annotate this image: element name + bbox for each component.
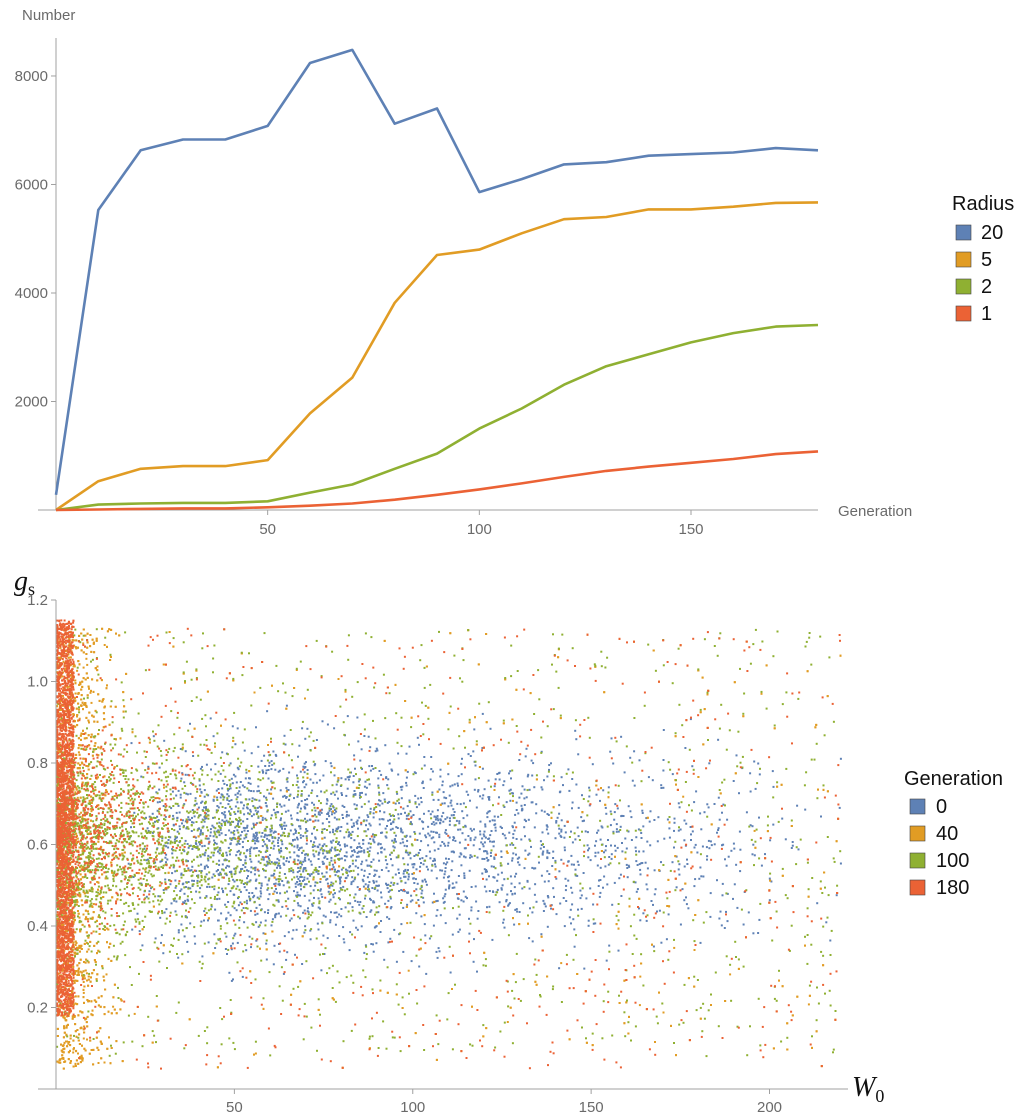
x-axis-title: Generation — [838, 503, 912, 520]
scatter-series-generation-40 — [56, 627, 842, 1070]
legend-entry: 1 — [981, 303, 992, 325]
x-tick-label: 100 — [467, 521, 492, 538]
legend-swatch — [909, 825, 926, 842]
legend-title: Radius — [952, 193, 1014, 215]
x-tick-label: 150 — [579, 1099, 604, 1115]
series-line-radius-1 — [55, 450, 819, 512]
y-axis-title: Number — [22, 7, 75, 24]
legend-swatch — [955, 251, 972, 268]
y-tick-label: 0.4 — [27, 918, 48, 935]
y-tick-label: 0.6 — [27, 837, 48, 854]
scatter-points — [56, 619, 842, 1070]
y-tick-label: 4000 — [15, 285, 48, 302]
y-tick-label: 1.0 — [27, 674, 48, 691]
y-tick-label: 1.2 — [27, 592, 48, 609]
legend-swatch — [909, 798, 926, 815]
x-tick-label: 200 — [757, 1099, 782, 1115]
x-tick-label: 150 — [678, 521, 703, 538]
legend: Radius 20 5 2 1 — [952, 193, 1014, 325]
legend-swatch — [909, 852, 926, 869]
scatter-series-generation-180 — [56, 619, 841, 1070]
legend-swatch — [955, 278, 972, 295]
y-tick-label: 0.2 — [27, 1000, 48, 1017]
legend-entry: 20 — [981, 222, 1003, 244]
y-axis-title: gs — [14, 566, 35, 599]
legend: Generation 0 40 100 180 — [904, 768, 1003, 899]
series-line-radius-2 — [55, 323, 819, 512]
legend-swatch — [955, 305, 972, 322]
legend-entry: 5 — [981, 249, 992, 271]
series-lines — [54, 48, 819, 512]
y-tick-label: 8000 — [15, 68, 48, 85]
legend-title: Generation — [904, 768, 1003, 790]
scatter-series-generation-0 — [127, 704, 842, 982]
y-tick-label: 0.8 — [27, 755, 48, 772]
series-line-radius-20 — [54, 48, 819, 495]
axes: 50 100 150 2000 4000 6000 8000 — [15, 38, 818, 538]
x-tick-label: 50 — [226, 1099, 243, 1115]
legend-entry: 180 — [936, 877, 969, 899]
line-chart: Number Generation 50 100 150 2000 4000 6000 80… — [15, 7, 1015, 538]
legend-swatch — [955, 224, 972, 241]
legend-entry: 100 — [936, 850, 969, 872]
y-tick-label: 6000 — [15, 176, 48, 193]
legend-entry: 2 — [981, 276, 992, 298]
x-tick-label: 100 — [400, 1099, 425, 1115]
y-tick-label: 2000 — [15, 393, 48, 410]
legend-swatch — [909, 879, 926, 896]
axes: 50 100 150 200 0.2 0.4 0.6 0.8 1.0 1.2 — [27, 592, 848, 1115]
x-axis-title: W0 — [852, 1072, 884, 1106]
x-tick-label: 50 — [259, 521, 276, 538]
scatter-chart: gs W0 50 100 150 200 0.2 0.4 0.6 0.8 1.0 1.2 Gene… — [14, 566, 1003, 1115]
legend-entry: 0 — [936, 796, 947, 818]
legend-entry: 40 — [936, 823, 958, 845]
series-line-radius-5 — [55, 201, 819, 512]
